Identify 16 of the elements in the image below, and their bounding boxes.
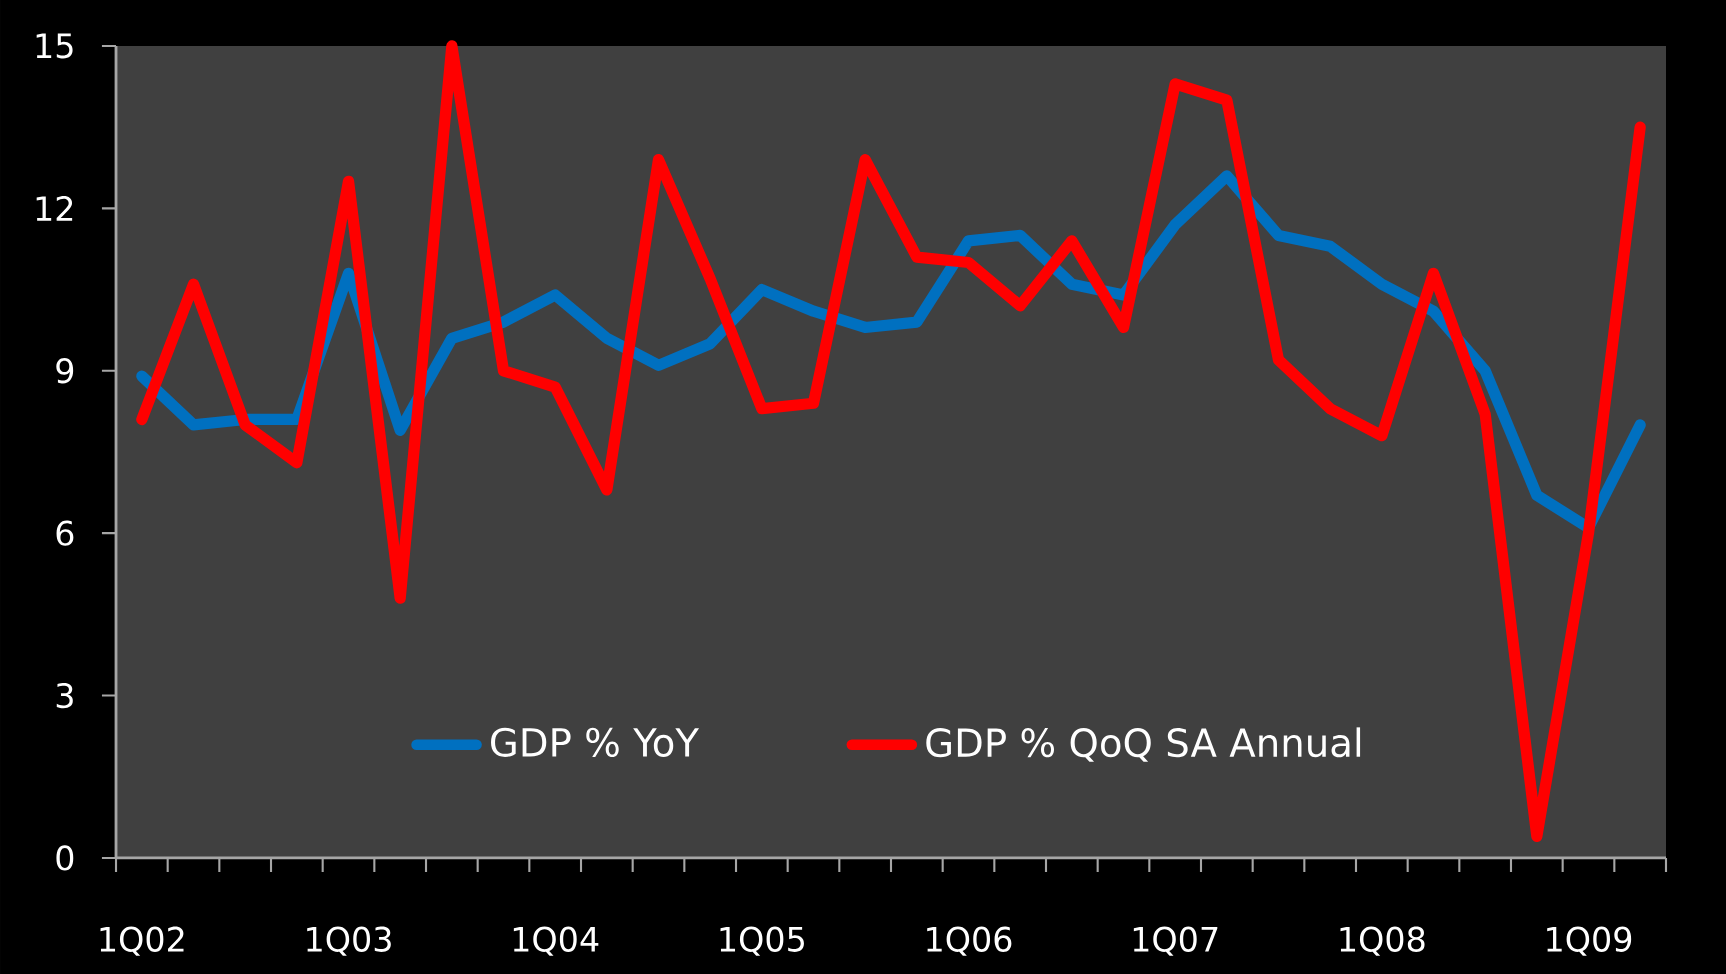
x-tick-label: 1Q07 [1133, 926, 1218, 956]
y-tick-label: 9 [56, 358, 74, 384]
x-tick-label: 1Q08 [1340, 926, 1425, 956]
y-tick-label: 6 [56, 520, 74, 546]
legend-label: GDP % YoY [491, 727, 700, 757]
x-tick-label: 1Q02 [100, 926, 184, 956]
x-tick-label: 1Q03 [307, 926, 391, 956]
x-tick-label: 1Q05 [720, 926, 804, 956]
legend-label: GDP % QoQ SA Annual [926, 727, 1361, 762]
x-tick-label: 1Q09 [1547, 926, 1632, 956]
y-tick-label: 0 [56, 845, 74, 871]
y-tick-label: 15 [36, 33, 73, 59]
x-tick-label: 1Q04 [513, 926, 599, 956]
y-tick-label: 3 [56, 682, 73, 709]
x-tick-label: 1Q06 [927, 926, 1012, 956]
y-tick-label: 12 [36, 195, 73, 221]
